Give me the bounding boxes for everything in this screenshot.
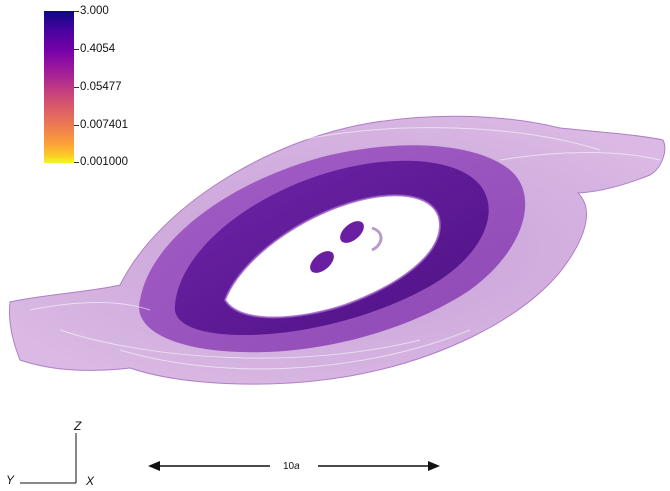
colorbar-tick: [74, 87, 79, 88]
colorbar-tick: [74, 125, 79, 126]
colorbar-tick: [74, 49, 79, 50]
colorbar-gradient: [44, 11, 74, 163]
arrow-left-icon: [148, 461, 160, 471]
colorbar-label-max: 3.000: [80, 5, 109, 17]
scale-bar-value: 10: [283, 461, 295, 472]
central-blobs: [310, 221, 383, 273]
arrow-right-icon: [428, 461, 440, 471]
colorbar-tick: [74, 162, 79, 163]
scale-bar-label: 10a: [283, 461, 300, 472]
axis-label-x: X: [86, 474, 95, 488]
scale-bar-unit: a: [294, 461, 300, 472]
colorbar-label-min: 0.001000: [80, 156, 128, 168]
colorbar-label: 0.4054: [80, 43, 116, 55]
axis-label-z: Z: [74, 419, 82, 433]
axis-label-y: Y: [6, 473, 15, 487]
streamlines: [29, 127, 661, 370]
colorbar-label: 0.05477: [80, 81, 122, 93]
colorbar-label: 0.007401: [80, 119, 128, 131]
colorbar-tick: [74, 11, 79, 12]
